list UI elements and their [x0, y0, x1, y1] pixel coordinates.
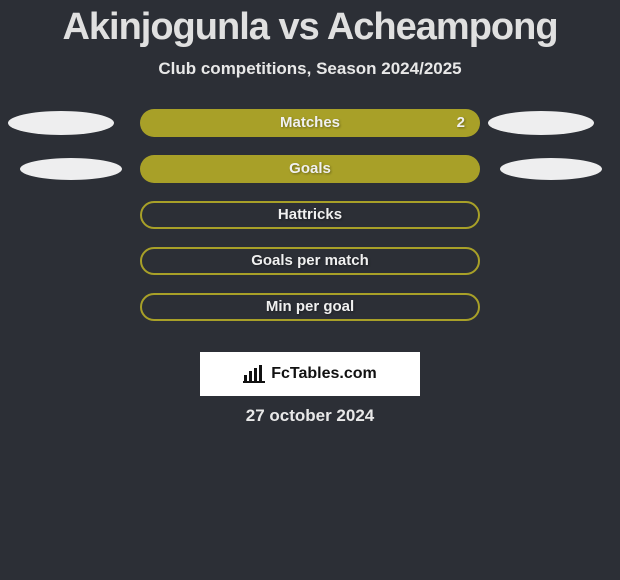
left-ellipse	[8, 111, 114, 135]
bar-chart-icon	[243, 365, 265, 383]
stat-label: Min per goal	[140, 293, 480, 321]
stat-row: Hattricks	[0, 201, 620, 229]
stat-label: Goals	[140, 155, 480, 183]
stat-row: Min per goal	[0, 293, 620, 321]
stat-label: Goals per match	[140, 247, 480, 275]
stat-row: Goals per match	[0, 247, 620, 275]
stat-row: Goals	[0, 155, 620, 183]
right-ellipse	[488, 111, 594, 135]
page-title: Akinjogunla vs Acheampong	[0, 0, 620, 49]
page-subtitle: Club competitions, Season 2024/2025	[0, 59, 620, 79]
left-ellipse	[20, 158, 122, 180]
brand-text: FcTables.com	[271, 365, 377, 383]
brand-badge: FcTables.com	[200, 352, 420, 396]
stat-row: Matches2	[0, 109, 620, 137]
stat-value: 2	[457, 109, 465, 137]
stat-label: Hattricks	[140, 201, 480, 229]
footer-date: 27 october 2024	[0, 406, 620, 426]
right-ellipse	[500, 158, 602, 180]
stat-label: Matches	[140, 109, 480, 137]
stats-section: Matches2 Goals Hattricks Goals per match Min…	[0, 109, 620, 321]
